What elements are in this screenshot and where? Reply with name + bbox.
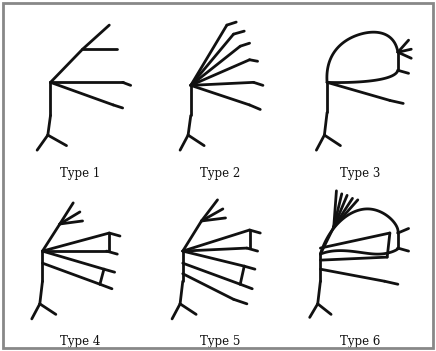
Text: Type 1: Type 1 xyxy=(60,167,100,180)
Text: Type 4: Type 4 xyxy=(60,336,100,349)
Text: Type 6: Type 6 xyxy=(340,336,381,349)
Text: Type 5: Type 5 xyxy=(200,336,240,349)
Text: Type 3: Type 3 xyxy=(340,167,381,180)
Text: Type 2: Type 2 xyxy=(200,167,240,180)
